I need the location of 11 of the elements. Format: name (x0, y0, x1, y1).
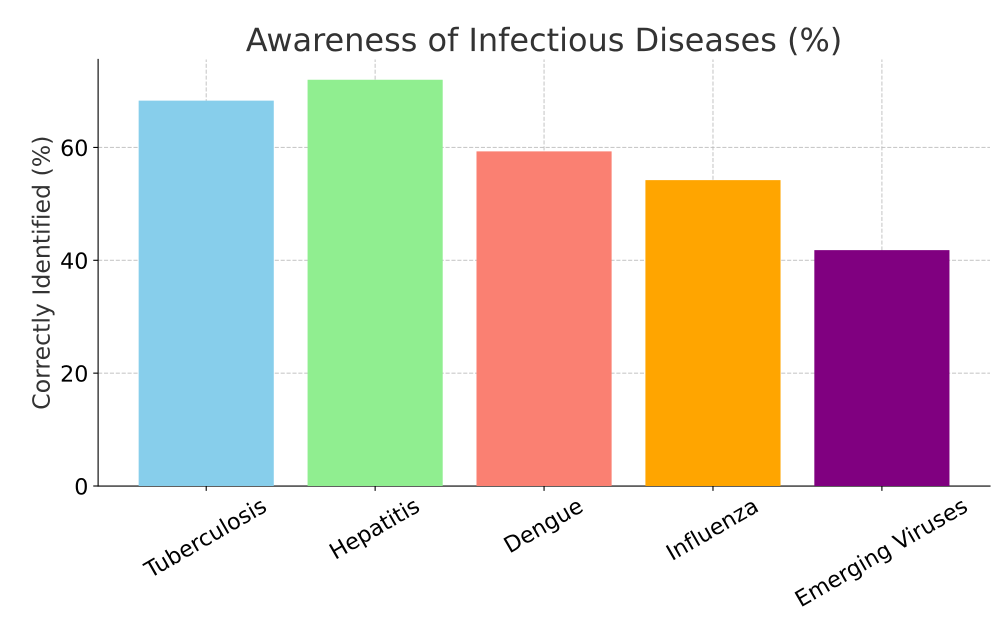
y-tick-label: 20 (62, 365, 87, 382)
bar (645, 180, 781, 486)
y-tick-label: 60 (62, 139, 87, 156)
bar (138, 100, 274, 486)
y-axis-title: Correctly Identified (%) (32, 138, 55, 408)
y-tick-label: 0 (76, 478, 87, 495)
chart-title: Awareness of Infectious Diseases (%) (246, 26, 840, 56)
bar (814, 250, 950, 486)
bar (476, 151, 612, 486)
y-tick-label: 40 (61, 252, 87, 270)
bar (308, 80, 443, 486)
